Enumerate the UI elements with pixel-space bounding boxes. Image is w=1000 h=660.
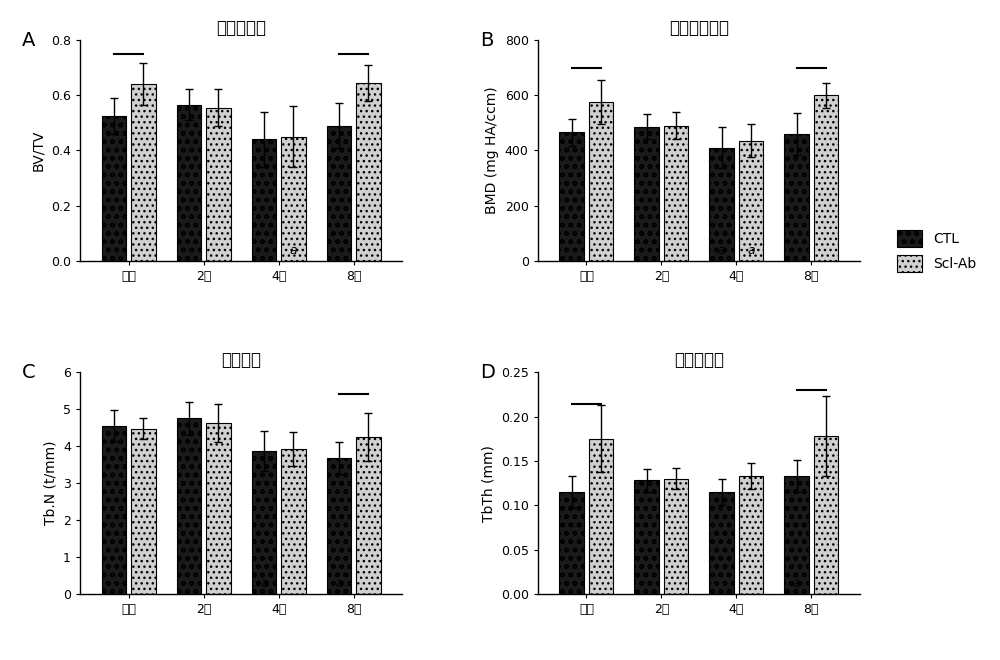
Bar — [634, 127, 659, 261]
Bar — [814, 95, 838, 261]
Bar — [281, 449, 306, 594]
Bar — [131, 84, 156, 261]
Bar — [664, 478, 688, 594]
Bar — [739, 141, 763, 261]
Y-axis label: Tb.N (t/mm): Tb.N (t/mm) — [43, 441, 57, 525]
Text: C: C — [22, 364, 36, 382]
Bar — [102, 116, 126, 261]
Bar — [784, 134, 809, 261]
Bar — [784, 476, 809, 594]
Text: a: a — [718, 244, 726, 257]
Bar — [589, 439, 613, 594]
Text: A: A — [22, 31, 35, 50]
Bar — [709, 148, 734, 261]
Bar — [206, 108, 231, 261]
Bar — [206, 423, 231, 594]
Title: 骨体积分数: 骨体积分数 — [216, 18, 266, 37]
Text: B: B — [480, 31, 493, 50]
Bar — [814, 436, 838, 594]
Bar — [589, 102, 613, 261]
Bar — [356, 82, 381, 261]
Bar — [252, 451, 276, 594]
Title: 骨矿物质密度: 骨矿物质密度 — [669, 18, 729, 37]
Bar — [634, 480, 659, 594]
Bar — [281, 137, 306, 261]
Bar — [709, 492, 734, 594]
Text: a: a — [289, 244, 297, 257]
Title: 骨小梁厚度: 骨小梁厚度 — [674, 351, 724, 370]
Bar — [327, 458, 351, 594]
Bar — [177, 418, 201, 594]
Text: a: a — [747, 244, 755, 257]
Text: a: a — [793, 577, 800, 589]
Title: 骨小梁数: 骨小梁数 — [221, 351, 261, 370]
Text: a: a — [260, 577, 268, 589]
Legend: CTL, Scl-Ab: CTL, Scl-Ab — [897, 230, 976, 272]
Bar — [252, 139, 276, 261]
Bar — [559, 133, 584, 261]
Bar — [177, 105, 201, 261]
Y-axis label: BMD (mg HA/ccm): BMD (mg HA/ccm) — [485, 86, 499, 214]
Bar — [664, 125, 688, 261]
Bar — [327, 125, 351, 261]
Y-axis label: BV/TV: BV/TV — [31, 130, 45, 171]
Bar — [559, 492, 584, 594]
Text: D: D — [480, 364, 495, 382]
Bar — [356, 437, 381, 594]
Bar — [131, 429, 156, 594]
Text: a: a — [335, 577, 343, 589]
Y-axis label: TbTh (mm): TbTh (mm) — [481, 445, 495, 521]
Bar — [102, 426, 126, 594]
Bar — [739, 476, 763, 594]
